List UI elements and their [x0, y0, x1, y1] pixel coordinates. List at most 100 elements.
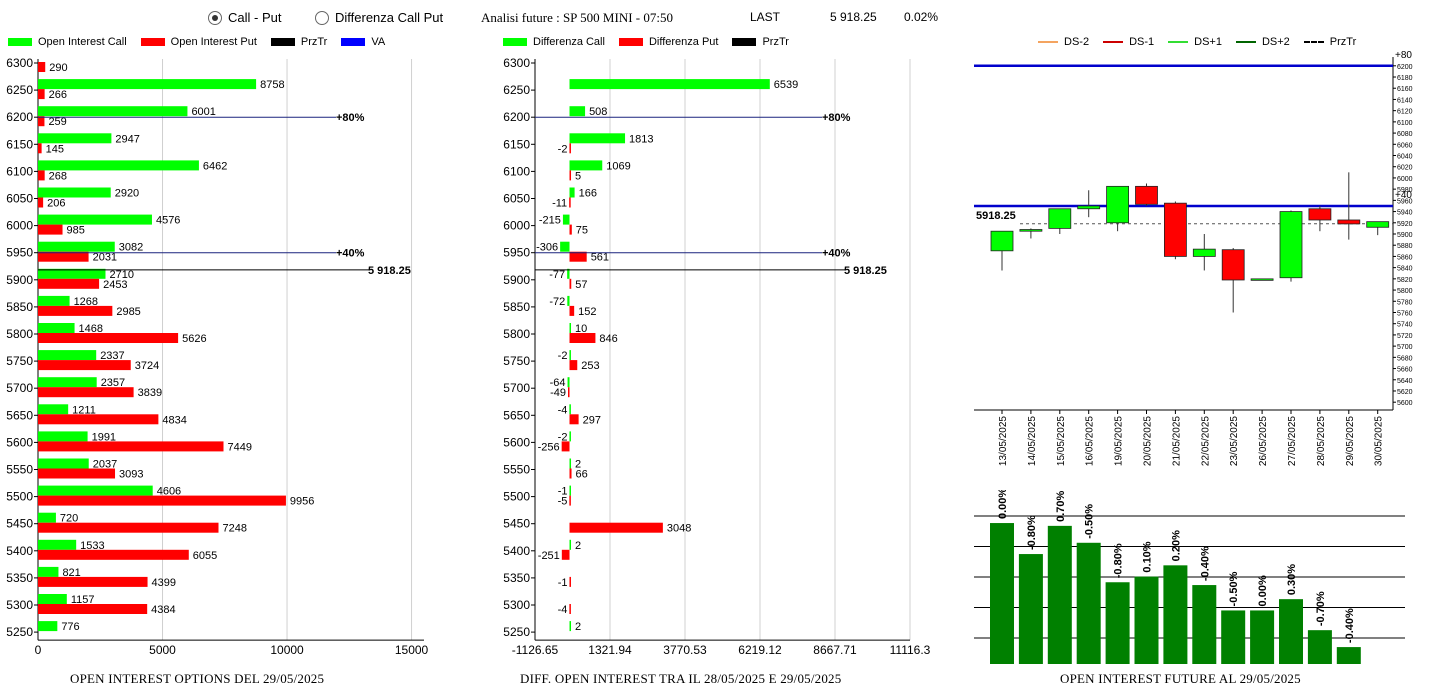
legend-item: Open Interest Call: [8, 36, 127, 48]
strike-label: 6200: [503, 110, 530, 124]
put-bar: [38, 333, 179, 343]
caption-future: OPEN INTEREST FUTURE AL 29/05/2025: [1060, 671, 1301, 686]
put-bar: [38, 89, 45, 100]
put-bar: [569, 251, 587, 262]
put-value-label: 66: [576, 469, 588, 481]
call-value-label: -2: [558, 431, 568, 443]
put-bar: [38, 251, 89, 262]
call-value-label: 2920: [115, 188, 139, 200]
put-bar: [38, 197, 44, 208]
level-label: +80: [1395, 50, 1412, 61]
date-label: 19/05/2025: [1114, 416, 1125, 466]
call-bar: [38, 160, 199, 171]
put-value-label: 7248: [222, 523, 246, 535]
call-bar: [569, 187, 575, 198]
radio-call-put-label: Call - Put: [228, 10, 282, 25]
put-value-label: 4384: [151, 604, 175, 616]
legend-label: Differenza Call: [533, 36, 605, 48]
strike-label: 5650: [503, 408, 530, 422]
call-bar: [569, 106, 586, 117]
call-value-label: 821: [62, 567, 80, 579]
call-value-label: -215: [539, 215, 561, 227]
put-bar: [569, 414, 579, 425]
put-bar: [38, 441, 224, 452]
call-bar: [567, 295, 570, 306]
call-bar: [38, 241, 115, 252]
date-label: 20/05/2025: [1143, 416, 1154, 466]
put-value-label: -5: [558, 496, 568, 508]
put-value-label: 3724: [135, 360, 159, 372]
y-tick-label: 6040: [1397, 154, 1413, 161]
swatch-icon: [341, 38, 366, 46]
call-value-label: -64: [550, 377, 566, 389]
y-tick-label: 5840: [1397, 266, 1413, 273]
radio-unselected-icon[interactable]: [315, 10, 329, 25]
y-tick-label: 5980: [1397, 187, 1413, 194]
call-bar: [569, 350, 571, 361]
strike-label: 5550: [503, 463, 530, 477]
candle-body: [990, 230, 1014, 252]
oi-bar-label: -0.80%: [1113, 543, 1125, 578]
legend-label: DS-2: [1064, 36, 1090, 48]
strike-label: 6100: [503, 164, 530, 178]
put-value-label: 206: [47, 198, 65, 210]
call-bar: [38, 485, 153, 496]
call-bar: [569, 133, 626, 144]
diff-open-interest-chart: -1126.65 1321.94 3770.53 6219.12 8667.71 1111…: [503, 56, 931, 655]
call-value-label: -77: [549, 269, 565, 281]
radio-call-put[interactable]: Call - Put: [208, 10, 281, 25]
x-tick-label: 11116.3: [890, 643, 931, 655]
oi-bar: [1279, 599, 1303, 664]
put-value-label: 985: [67, 225, 85, 237]
put-value-label: 152: [578, 306, 596, 318]
strike-label: 6000: [6, 219, 33, 233]
date-label: 15/05/2025: [1056, 416, 1067, 466]
candle-body: [1366, 221, 1390, 228]
oi-bar-label: -0.40%: [1344, 608, 1356, 643]
strike-label: 5900: [6, 273, 33, 287]
call-value-label: 2710: [109, 269, 133, 281]
put-bar: [569, 604, 571, 614]
call-bar: [562, 214, 570, 225]
put-value-label: 75: [576, 225, 588, 237]
candle-body: [1135, 185, 1158, 205]
radio-selected-icon[interactable]: [208, 10, 222, 25]
level-label: +40: [1395, 190, 1412, 201]
put-value-label: 5626: [182, 333, 206, 345]
legend-diff: Differenza Call Differenza Put PrzTr: [503, 35, 803, 49]
strike-label: 5700: [6, 381, 33, 395]
put-bar: [38, 116, 45, 127]
candle-body: [1250, 278, 1274, 281]
put-bar: [569, 495, 571, 506]
put-bar: [38, 387, 134, 398]
y-tick-label: 5900: [1397, 232, 1413, 239]
level-label: +80%: [822, 112, 851, 124]
radio-differenza[interactable]: Differenza Call Put: [315, 10, 443, 25]
y-tick-label: 6140: [1397, 97, 1413, 104]
call-bar: [569, 539, 572, 550]
put-bar: [38, 468, 116, 479]
put-value-label: -4: [558, 604, 568, 616]
strike-label: 5450: [503, 517, 530, 531]
put-value-label: 846: [599, 333, 617, 345]
call-value-label: 6462: [203, 160, 227, 172]
strike-label: 5550: [6, 463, 33, 477]
call-bar: [569, 160, 603, 171]
call-bar: [569, 621, 572, 632]
put-value-label: 266: [49, 89, 67, 101]
x-tick-label: 5000: [149, 643, 176, 655]
date-label: 29/05/2025: [1345, 416, 1356, 466]
last-label: LAST: [750, 10, 781, 24]
oi-bar-label: 0.10%: [1142, 541, 1154, 572]
call-bar: [38, 431, 88, 442]
strike-label: 5300: [6, 598, 33, 612]
put-value-label: 290: [49, 62, 67, 74]
legend-future: DS-2 DS-1 DS+1 DS+2 PrzTr: [1038, 35, 1370, 49]
call-bar: [38, 295, 70, 306]
candle-body: [1019, 229, 1043, 232]
put-value-label: 259: [48, 116, 66, 128]
put-value-label: -2: [558, 143, 568, 155]
put-bar: [568, 387, 570, 398]
date-label: 27/05/2025: [1287, 416, 1298, 466]
x-tick-label: 8667.71: [813, 643, 857, 655]
